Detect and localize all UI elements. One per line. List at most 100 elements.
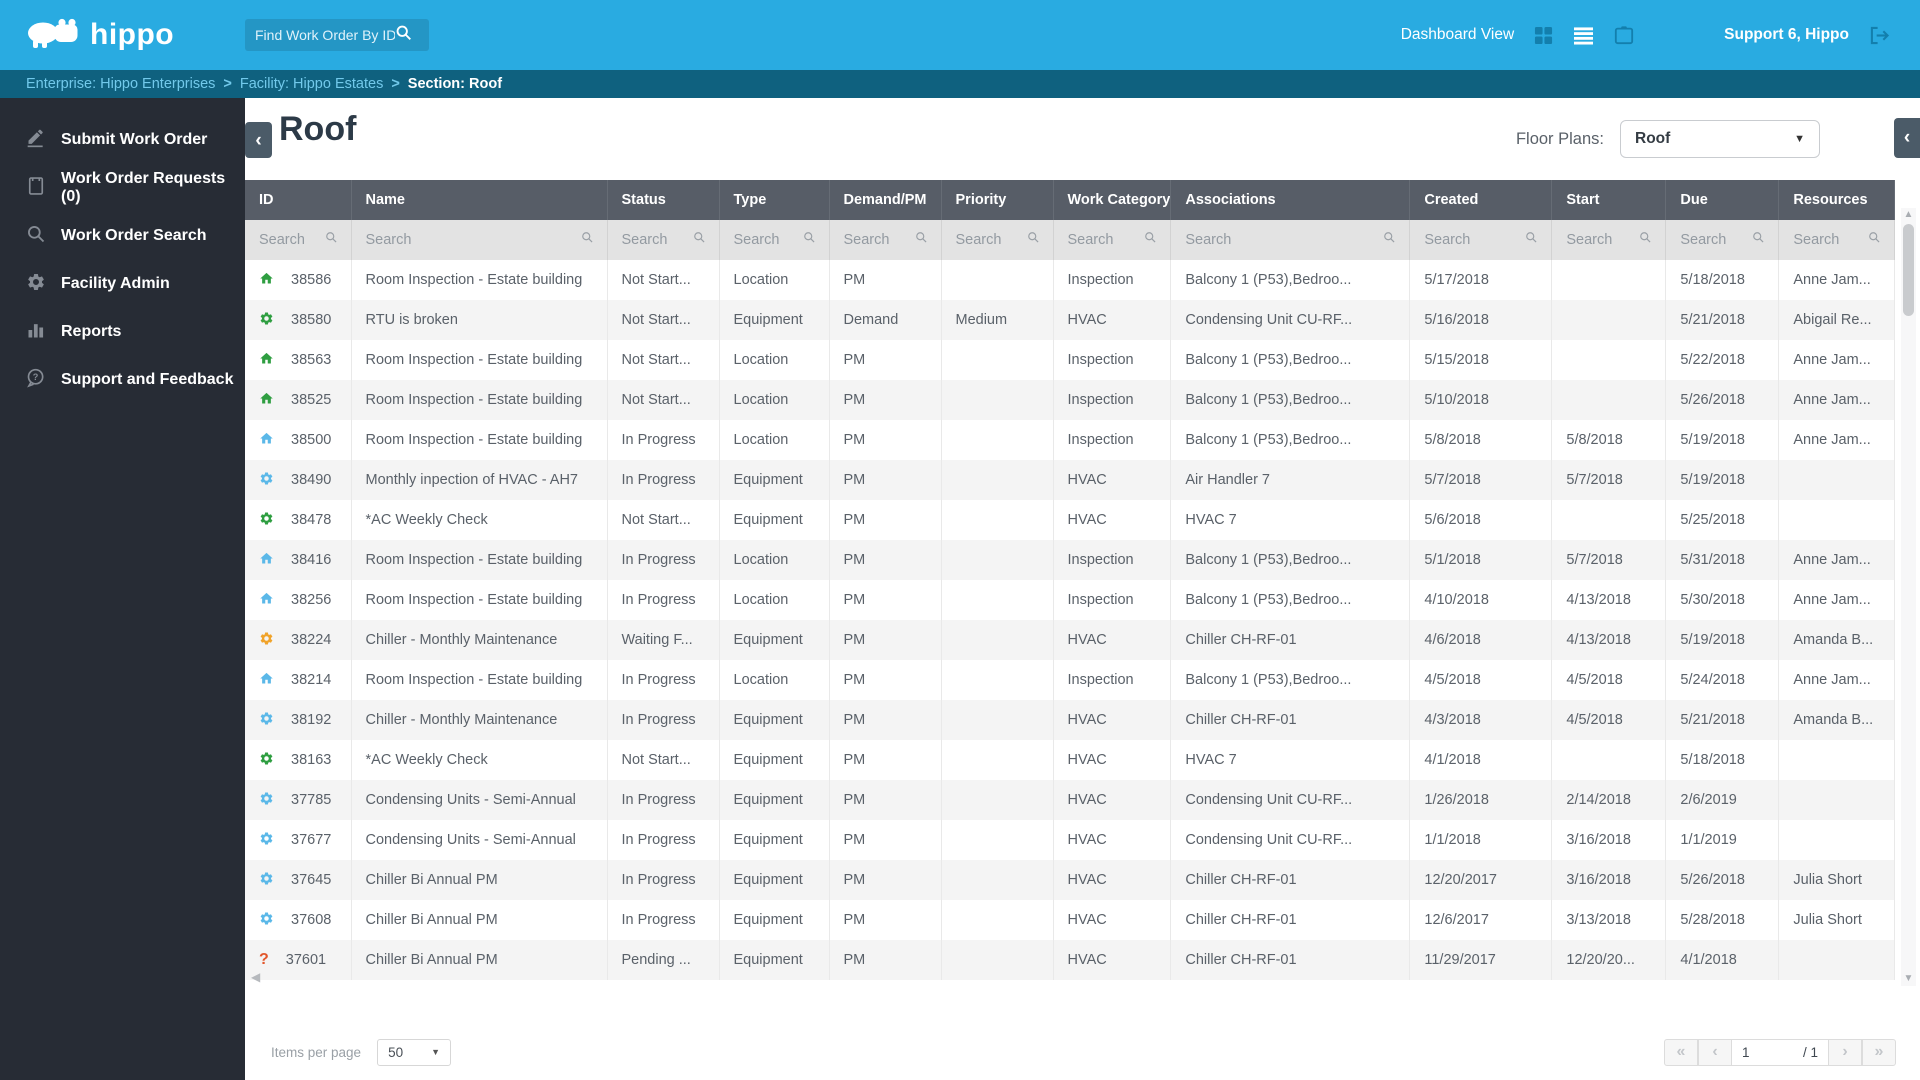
magnifier-icon[interactable] bbox=[1144, 231, 1158, 250]
sidebar-item-submit-work-order[interactable]: Submit Work Order bbox=[0, 116, 245, 164]
last-page-button[interactable]: » bbox=[1862, 1038, 1896, 1066]
grid-view-icon[interactable] bbox=[1534, 26, 1553, 45]
column-search-status[interactable]: Search bbox=[607, 220, 720, 260]
scrollbar-thumb[interactable] bbox=[1903, 224, 1914, 316]
column-search-name[interactable]: Search bbox=[351, 220, 608, 260]
work-order-row[interactable]: 38500 Room Inspection - Estate building In… bbox=[245, 420, 1896, 460]
magnifier-icon[interactable] bbox=[1525, 231, 1539, 250]
column-header-id[interactable]: ID bbox=[245, 180, 352, 220]
column-search-id[interactable]: Search bbox=[245, 220, 352, 260]
magnifier-icon[interactable] bbox=[325, 231, 339, 250]
column-header-start[interactable]: Start bbox=[1551, 180, 1667, 220]
sidebar-item-support-and-feedback[interactable]: ? Support and Feedback bbox=[0, 356, 245, 404]
breadcrumb-link[interactable]: Facility: Hippo Estates bbox=[239, 76, 384, 92]
cell-name: Room Inspection - Estate building bbox=[351, 580, 608, 620]
cell-created: 5/7/2018 bbox=[1409, 460, 1553, 500]
work-order-row[interactable]: 37677 Condensing Units - Semi-Annual In Pr… bbox=[245, 820, 1896, 860]
dashboard-view-label[interactable]: Dashboard View bbox=[1400, 26, 1515, 43]
user-menu[interactable]: Support 6, Hippo bbox=[1724, 26, 1849, 43]
column-search-start[interactable]: Search bbox=[1551, 220, 1667, 260]
column-header-created[interactable]: Created bbox=[1409, 180, 1553, 220]
column-header-demand_pm[interactable]: Demand/PM bbox=[829, 180, 942, 220]
vertical-scrollbar[interactable]: ▲ ▼ bbox=[1901, 208, 1916, 986]
magnifier-icon[interactable] bbox=[1868, 231, 1882, 250]
work-order-row[interactable]: 38214 Room Inspection - Estate building In… bbox=[245, 660, 1896, 700]
work-order-row[interactable]: 38586 Room Inspection - Estate building No… bbox=[245, 260, 1896, 300]
work-order-row[interactable]: 38224 Chiller - Monthly Maintenance Waitin… bbox=[245, 620, 1896, 660]
column-header-associations[interactable]: Associations bbox=[1170, 180, 1411, 220]
cell-created: 4/3/2018 bbox=[1409, 700, 1553, 740]
magnifier-icon[interactable] bbox=[1752, 231, 1766, 250]
hippo-logo[interactable]: hippo bbox=[0, 16, 245, 55]
search-icon[interactable] bbox=[395, 24, 412, 46]
collapse-sidebar-chevron-icon[interactable]: ‹ bbox=[245, 122, 272, 158]
column-search-associations[interactable]: Search bbox=[1170, 220, 1411, 260]
magnifier-icon[interactable] bbox=[693, 231, 707, 250]
work-order-row[interactable]: 38563 Room Inspection - Estate building No… bbox=[245, 340, 1896, 380]
work-order-row[interactable]: 38163 *AC Weekly Check Not Start... Equipme… bbox=[245, 740, 1896, 780]
calendar-view-icon[interactable] bbox=[1614, 25, 1634, 45]
column-header-name[interactable]: Name bbox=[351, 180, 608, 220]
column-header-priority[interactable]: Priority bbox=[941, 180, 1054, 220]
work-order-row[interactable]: 38256 Room Inspection - Estate building In… bbox=[245, 580, 1896, 620]
magnifier-icon[interactable] bbox=[1639, 231, 1653, 250]
work-order-row[interactable]: 38478 *AC Weekly Check Not Start... Equipme… bbox=[245, 500, 1896, 540]
list-view-icon[interactable] bbox=[1573, 26, 1594, 45]
scroll-up-icon[interactable]: ▲ bbox=[1903, 209, 1914, 220]
workorder-id-search-input[interactable] bbox=[255, 27, 395, 43]
logout-icon[interactable] bbox=[1869, 26, 1890, 45]
magnifier-icon[interactable] bbox=[915, 231, 929, 250]
column-header-due[interactable]: Due bbox=[1665, 180, 1780, 220]
column-search-created[interactable]: Search bbox=[1409, 220, 1553, 260]
column-search-priority[interactable]: Search bbox=[941, 220, 1054, 260]
scroll-down-icon[interactable]: ▼ bbox=[1903, 973, 1914, 984]
sidebar-item-facility-admin[interactable]: Facility Admin bbox=[0, 260, 245, 308]
column-header-work_category[interactable]: Work Category bbox=[1053, 180, 1172, 220]
column-search-demand_pm[interactable]: Search bbox=[829, 220, 942, 260]
cell-start: 2/14/2018 bbox=[1551, 780, 1667, 820]
prev-page-button[interactable]: ‹ bbox=[1698, 1038, 1732, 1066]
cell-associations: Chiller CH-RF-01 bbox=[1170, 940, 1411, 980]
scroll-left-icon[interactable]: ◀ bbox=[251, 970, 261, 984]
floor-plans-select[interactable]: Roof ▼ bbox=[1620, 120, 1820, 158]
magnifier-icon[interactable] bbox=[803, 231, 817, 250]
work-order-row[interactable]: 38416 Room Inspection - Estate building In… bbox=[245, 540, 1896, 580]
cell-start: 3/16/2018 bbox=[1551, 820, 1667, 860]
column-header-type[interactable]: Type bbox=[719, 180, 830, 220]
work-order-row[interactable]: ? 37601 Chiller Bi Annual PM Pending ... Equ… bbox=[245, 940, 1896, 980]
workorder-id-search[interactable] bbox=[245, 19, 429, 51]
first-page-button[interactable]: « bbox=[1664, 1038, 1698, 1066]
breadcrumb-current: Section: Roof bbox=[407, 76, 503, 92]
magnifier-icon[interactable] bbox=[581, 231, 595, 250]
magnifier-icon[interactable] bbox=[1027, 231, 1041, 250]
column-search-resources[interactable]: Search bbox=[1778, 220, 1896, 260]
cell-work_category: HVAC bbox=[1053, 900, 1172, 940]
work-order-row[interactable]: 37645 Chiller Bi Annual PM In Progress Equi… bbox=[245, 860, 1896, 900]
collapse-panel-chevron-icon[interactable]: ‹ bbox=[1894, 118, 1920, 158]
column-header-resources[interactable]: Resources bbox=[1778, 180, 1896, 220]
sidebar-item-work-order-requests-0[interactable]: Work Order Requests (0) bbox=[0, 164, 245, 212]
sidebar-item-work-order-search[interactable]: Work Order Search bbox=[0, 212, 245, 260]
cell-priority bbox=[941, 380, 1054, 420]
work-order-row[interactable]: 38580 RTU is broken Not Start... Equipment D… bbox=[245, 300, 1896, 340]
page-number-input[interactable] bbox=[1742, 1044, 1772, 1060]
breadcrumb-link[interactable]: Enterprise: Hippo Enterprises bbox=[26, 76, 216, 92]
work-order-row[interactable]: 37608 Chiller Bi Annual PM In Progress Equi… bbox=[245, 900, 1896, 940]
column-search-type[interactable]: Search bbox=[719, 220, 830, 260]
work-order-row[interactable]: 38525 Room Inspection - Estate building No… bbox=[245, 380, 1896, 420]
work-order-row[interactable]: 37785 Condensing Units - Semi-Annual In Pr… bbox=[245, 780, 1896, 820]
column-search-work_category[interactable]: Search bbox=[1053, 220, 1172, 260]
items-per-page-select[interactable]: 50 ▼ bbox=[377, 1038, 452, 1066]
cell-created: 11/29/2017 bbox=[1409, 940, 1553, 980]
cell-id: 38580 bbox=[245, 300, 352, 340]
next-page-button[interactable]: › bbox=[1828, 1038, 1862, 1066]
work-order-row[interactable]: 38490 Monthly inpection of HVAC - AH7 In P… bbox=[245, 460, 1896, 500]
sidebar-item-reports[interactable]: Reports bbox=[0, 308, 245, 356]
column-search-due[interactable]: Search bbox=[1665, 220, 1780, 260]
cell-associations: Condensing Unit CU-RF... bbox=[1170, 300, 1411, 340]
column-header-status[interactable]: Status bbox=[607, 180, 720, 220]
work-order-row[interactable]: 38192 Chiller - Monthly Maintenance In Pro… bbox=[245, 700, 1896, 740]
magnifier-icon[interactable] bbox=[1383, 231, 1397, 250]
cell-associations: Chiller CH-RF-01 bbox=[1170, 860, 1411, 900]
cell-due: 5/30/2018 bbox=[1665, 580, 1780, 620]
